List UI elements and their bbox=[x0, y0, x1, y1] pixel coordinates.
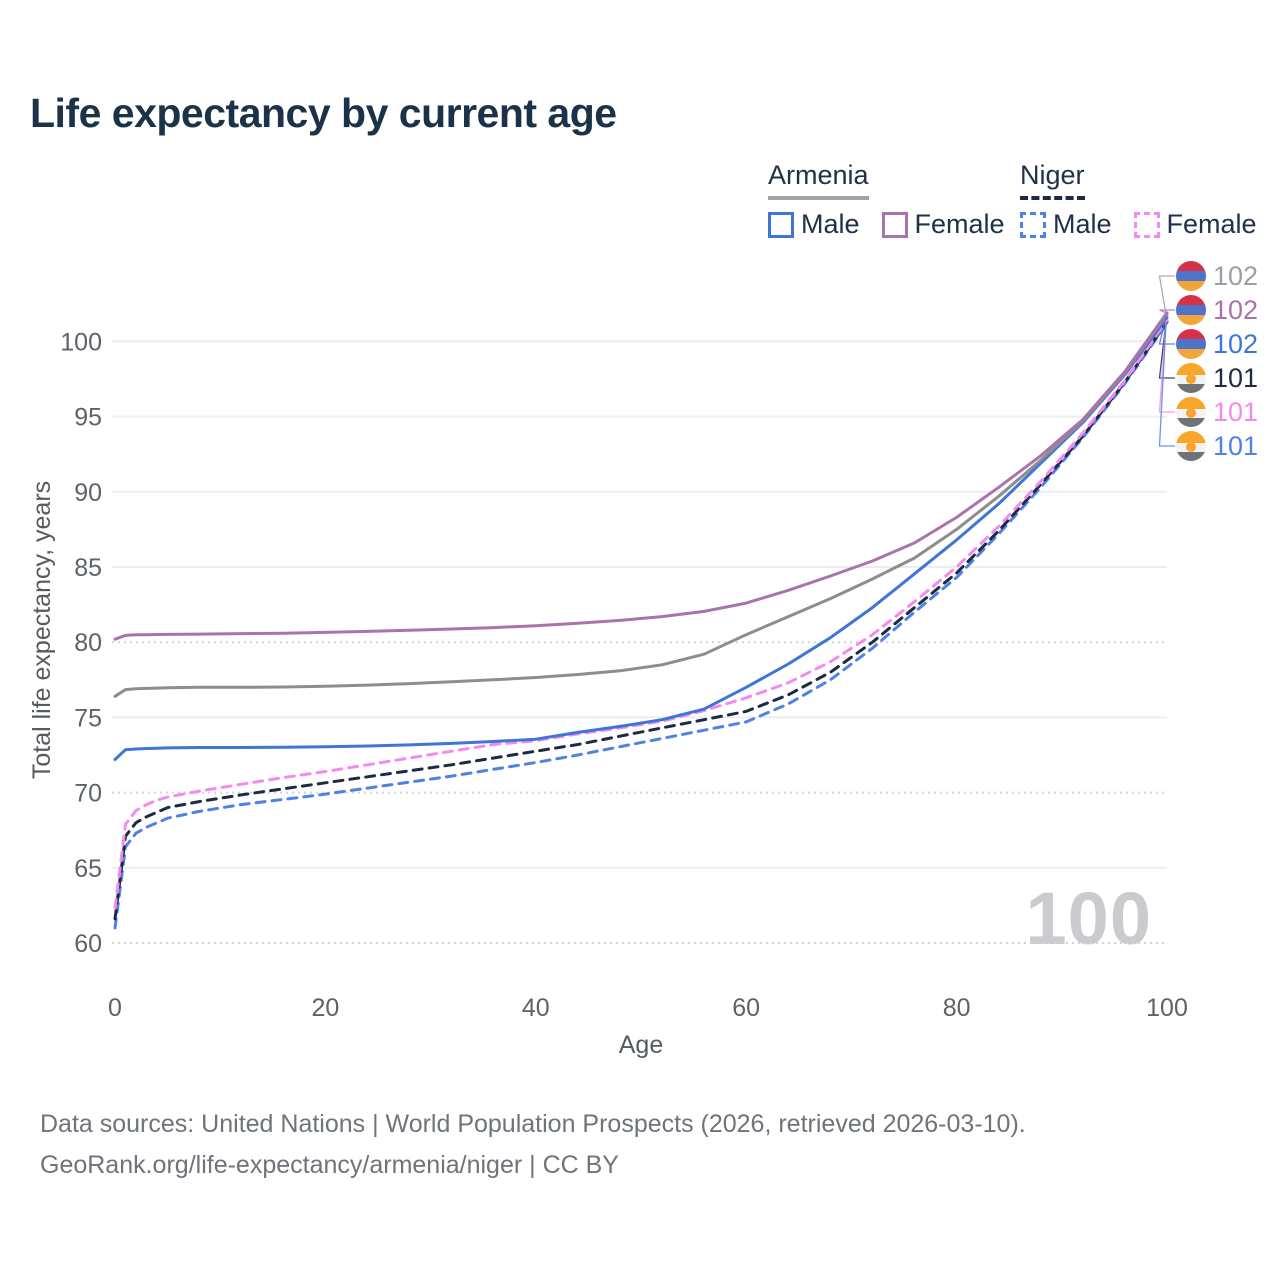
age-hover-indicator: 100 bbox=[1025, 877, 1152, 960]
flag-stripe bbox=[1176, 374, 1206, 384]
page-title: Life expectancy by current age bbox=[30, 90, 617, 136]
flag-stripe bbox=[1176, 261, 1206, 271]
x-axis-title: Age bbox=[619, 1031, 663, 1059]
end-label-row: 102 bbox=[1176, 327, 1258, 361]
flag-stripe bbox=[1176, 397, 1206, 409]
flag-stripe bbox=[1176, 363, 1206, 375]
flag-stripe bbox=[1176, 305, 1206, 315]
legend-label-armenia-female[interactable]: Female bbox=[914, 209, 1005, 239]
armenia-flag-icon bbox=[1176, 261, 1206, 291]
legend-swatch-niger-female[interactable] bbox=[1133, 211, 1160, 238]
end-label-value: 101 bbox=[1213, 397, 1259, 427]
legend-swatch-armenia-female[interactable] bbox=[881, 211, 908, 238]
x-tick-40: 40 bbox=[522, 994, 550, 1022]
flag-stripe bbox=[1176, 315, 1206, 325]
legend-label-niger-male[interactable]: Male bbox=[1053, 209, 1112, 239]
niger-flag-icon bbox=[1176, 397, 1206, 427]
series-line-armenia-male[interactable] bbox=[113, 315, 1169, 761]
end-label-value: 101 bbox=[1213, 431, 1259, 461]
flag-stripe bbox=[1176, 281, 1206, 291]
legend-swatch-armenia-male[interactable] bbox=[768, 211, 794, 238]
legend-group-armenia: Armenia Male Female bbox=[768, 160, 1027, 240]
end-label-row: 101 bbox=[1176, 361, 1258, 395]
legend-label-niger-female[interactable]: Female bbox=[1166, 209, 1257, 239]
x-tick-100: 100 bbox=[1146, 994, 1188, 1022]
x-tick-20: 20 bbox=[311, 994, 339, 1022]
series-line-niger-female[interactable] bbox=[113, 318, 1169, 910]
flag-stripe bbox=[1176, 384, 1206, 393]
end-label-leader bbox=[1158, 317, 1175, 345]
end-label-row: 101 bbox=[1176, 429, 1258, 463]
legend-group-niger: Niger Male Female bbox=[1020, 160, 1279, 240]
flag-stripe bbox=[1176, 418, 1206, 427]
end-label-leader bbox=[1158, 323, 1175, 447]
flag-dot bbox=[1186, 374, 1196, 384]
flag-stripe bbox=[1176, 295, 1206, 305]
legend-country-niger[interactable]: Niger bbox=[1020, 160, 1085, 200]
end-label-row: 102 bbox=[1176, 293, 1258, 327]
flag-dot bbox=[1186, 408, 1196, 418]
x-tick-0: 0 bbox=[108, 994, 122, 1022]
armenia-flag-icon bbox=[1176, 329, 1206, 359]
y-tick-70: 70 bbox=[74, 780, 102, 808]
y-tick-80: 80 bbox=[74, 629, 102, 657]
series-end-labels: 102 102 102 101 101 101 bbox=[1176, 259, 1258, 463]
flag-stripe bbox=[1176, 329, 1206, 339]
y-tick-90: 90 bbox=[74, 479, 102, 507]
niger-flag-icon bbox=[1176, 431, 1206, 461]
footer-data-sources: Data sources: United Nations | World Pop… bbox=[40, 1110, 1026, 1138]
end-label-row: 102 bbox=[1176, 259, 1258, 293]
flag-stripe bbox=[1176, 408, 1206, 418]
legend-country-armenia[interactable]: Armenia bbox=[768, 160, 869, 200]
series-line-armenia-both-sexes[interactable] bbox=[113, 312, 1169, 698]
x-tick-80: 80 bbox=[943, 994, 971, 1022]
x-tick-60: 60 bbox=[732, 994, 760, 1022]
footer-attribution: GeoRank.org/life-expectancy/armenia/nige… bbox=[40, 1151, 619, 1179]
y-tick-95: 95 bbox=[74, 404, 102, 432]
y-tick-75: 75 bbox=[74, 704, 102, 732]
end-label-value: 101 bbox=[1213, 363, 1259, 393]
series-line-niger-male[interactable] bbox=[113, 321, 1169, 930]
end-label-leader bbox=[1158, 321, 1175, 379]
legend-row-armenia: Male Female bbox=[768, 209, 1027, 240]
y-axis-title: Total life expectancy, years bbox=[28, 481, 56, 779]
flag-stripe bbox=[1176, 271, 1206, 281]
flag-dot bbox=[1186, 442, 1196, 452]
end-label-leader bbox=[1159, 309, 1175, 314]
legend-label-armenia-male[interactable]: Male bbox=[801, 209, 860, 239]
flag-stripe bbox=[1176, 442, 1206, 452]
end-label-leader bbox=[1158, 275, 1175, 315]
niger-flag-icon bbox=[1176, 363, 1206, 393]
series-line-armenia-female[interactable] bbox=[113, 311, 1169, 641]
flag-stripe bbox=[1176, 431, 1206, 443]
series-line-niger-both-sexes[interactable] bbox=[113, 320, 1169, 921]
end-label-value: 102 bbox=[1213, 329, 1259, 359]
y-tick-60: 60 bbox=[74, 930, 102, 958]
end-label-leader bbox=[1158, 320, 1175, 413]
y-tick-100: 100 bbox=[60, 328, 102, 356]
end-label-row: 101 bbox=[1176, 395, 1258, 429]
legend-row-niger: Male Female bbox=[1020, 209, 1279, 240]
end-label-value: 102 bbox=[1213, 295, 1259, 325]
flag-stripe bbox=[1176, 452, 1206, 461]
y-tick-85: 85 bbox=[74, 554, 102, 582]
flag-stripe bbox=[1176, 339, 1206, 349]
armenia-flag-icon bbox=[1176, 295, 1206, 325]
legend-swatch-niger-male[interactable] bbox=[1020, 211, 1046, 238]
flag-stripe bbox=[1176, 349, 1206, 359]
end-label-value: 102 bbox=[1213, 261, 1259, 291]
y-tick-65: 65 bbox=[74, 855, 102, 883]
footer: Data sources: United Nations | World Pop… bbox=[40, 1104, 1026, 1186]
